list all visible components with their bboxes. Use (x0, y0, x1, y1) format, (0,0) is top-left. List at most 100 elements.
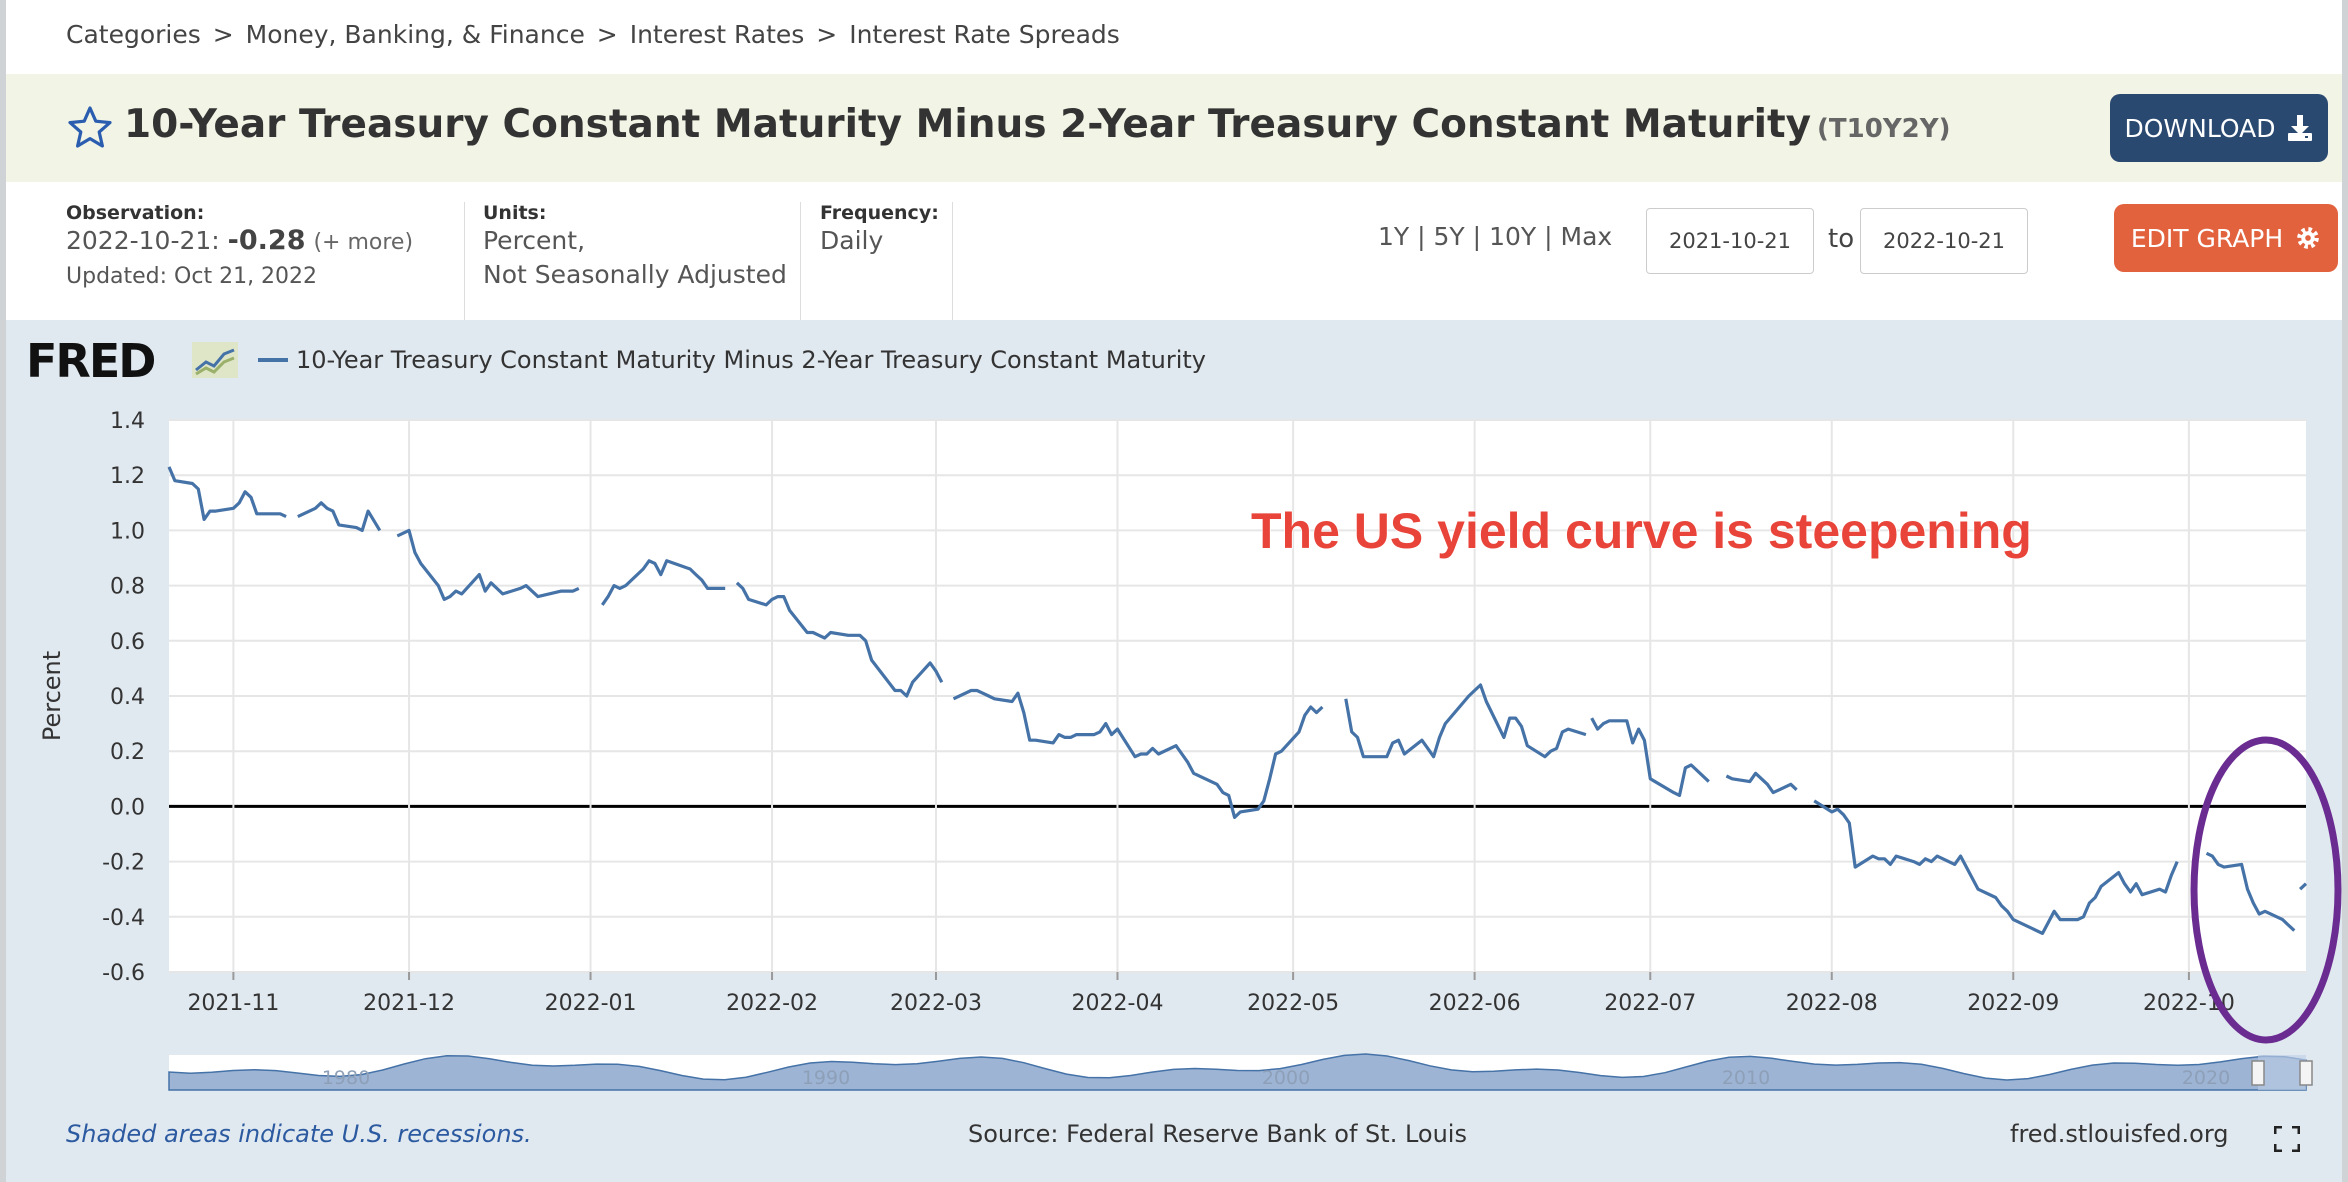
navigator-area (168, 1053, 2307, 1091)
range-1y-link[interactable]: 1Y (1378, 222, 1410, 251)
breadcrumb-item-spreads[interactable]: Interest Rate Spreads (849, 20, 1120, 49)
graph-area: FRED 10-Year Treasury Constant Maturity … (6, 320, 2342, 1182)
series-line-segment (2299, 882, 2308, 891)
y-tick-label: 0.2 (110, 740, 145, 765)
series-metadata: Observation: 2022-10-21: -0.28 (+ more) … (6, 182, 2342, 320)
x-tick-label: 2021-11 (187, 991, 279, 1016)
navigator-handle[interactable] (2299, 1060, 2313, 1086)
series-id: (T10Y2Y) (1817, 114, 1951, 144)
series-line-segment (167, 466, 287, 521)
date-from-input[interactable]: 2021-10-21 (1646, 208, 1814, 274)
source-note: Source: Federal Reserve Bank of St. Loui… (968, 1120, 1467, 1148)
series-line-segment (1344, 683, 1587, 759)
breadcrumb-separator: > (816, 20, 838, 49)
x-tick-label: 2022-09 (1967, 991, 2059, 1016)
navigator-selection[interactable] (2258, 1055, 2306, 1090)
breadcrumb-separator: > (212, 20, 234, 49)
navigator-label: 2020 (2182, 1067, 2230, 1089)
fred-logo: FRED (26, 334, 156, 388)
divider (800, 202, 801, 320)
legend-swatch (258, 358, 288, 362)
series-line-segment (1590, 717, 1710, 797)
series-title-text: 10-Year Treasury Constant Maturity Minus… (124, 102, 1812, 147)
series-line-segment (952, 688, 1324, 819)
y-tick-label: 1.0 (110, 519, 145, 544)
frequency-block: Frequency: Daily (820, 202, 939, 258)
y-tick-label: 0.4 (110, 685, 145, 710)
edit-graph-button[interactable]: EDIT GRAPH (2114, 204, 2338, 272)
edit-graph-label: EDIT GRAPH (2130, 223, 2284, 253)
breadcrumb-item-money-banking[interactable]: Money, Banking, & Finance (245, 20, 585, 49)
navigator-label: 1980 (322, 1067, 370, 1089)
navigator-label: 1990 (802, 1067, 850, 1089)
series-line-segment (600, 559, 726, 606)
date-to-label: to (1828, 224, 1855, 254)
range-separator: | (1544, 222, 1553, 251)
y-tick-label: 0.8 (110, 575, 145, 600)
navigator-label: 2000 (1262, 1067, 1310, 1089)
range-max-link[interactable]: Max (1560, 222, 1613, 251)
x-tick-label: 2022-02 (726, 991, 818, 1016)
observation-line: 2022-10-21: -0.28 (+ more) (66, 224, 413, 260)
title-band: 10-Year Treasury Constant Maturity Minus… (6, 74, 2342, 182)
x-tick-label: 2022-01 (545, 991, 637, 1016)
gear-icon (2297, 227, 2320, 249)
range-separator: | (1417, 222, 1426, 251)
range-links: 1Y | 5Y | 10Y | Max (1378, 222, 1612, 251)
y-tick-label: -0.6 (102, 961, 145, 986)
breadcrumb-item-categories[interactable]: Categories (66, 20, 201, 49)
divider (464, 202, 465, 320)
download-icon (2288, 115, 2313, 141)
fred-chart-icon (192, 342, 238, 378)
page-title: 10-Year Treasury Constant Maturity Minus… (124, 102, 1950, 147)
observation-date: 2022-10-21: (66, 226, 220, 255)
updated-date: Updated: Oct 21, 2022 (66, 264, 318, 289)
series-line-segment (396, 528, 580, 601)
download-label: DOWNLOAD (2124, 113, 2276, 143)
chart[interactable]: 1.4 1.2 1.0 0.8 0.6 0.4 0.2 0.0 -0.2 -0.4 -0.6 2021… (6, 320, 2342, 1100)
x-tick-label: 2021-12 (363, 991, 455, 1016)
window-frame-right (2342, 0, 2348, 1182)
recession-note: Shaded areas indicate U.S. recessions. (66, 1120, 532, 1148)
star-icon[interactable] (66, 104, 114, 152)
breadcrumb-item-interest-rates[interactable]: Interest Rates (629, 20, 805, 49)
annotation-text: The US yield curve is steepening (1251, 503, 2032, 559)
observation-more-link[interactable]: (+ more) (313, 230, 414, 255)
units-block: Units: Percent, Not Seasonally Adjusted (483, 202, 787, 292)
x-tick-label: 2022-05 (1247, 991, 1339, 1016)
series-line-segment (1813, 799, 2179, 936)
range-separator: | (1472, 222, 1482, 251)
frequency-heading: Frequency: (820, 202, 939, 224)
series-line-segment (297, 501, 382, 532)
units-line-1: Percent, (483, 226, 586, 255)
series-line-segment (2205, 851, 2296, 932)
window-frame-left (0, 0, 6, 1182)
series-line-segment (1725, 771, 1798, 795)
observation-heading: Observation: (66, 202, 205, 224)
navigator-label: 2010 (1722, 1067, 1770, 1089)
x-tick-label: 2022-03 (890, 991, 982, 1016)
fred-site-link[interactable]: fred.stlouisfed.org (2010, 1120, 2229, 1148)
fullscreen-icon[interactable] (2274, 1126, 2300, 1152)
breadcrumb-separator: > (596, 20, 618, 49)
divider (952, 202, 953, 320)
range-10y-link[interactable]: 10Y (1489, 222, 1537, 251)
observation-block: Observation: 2022-10-21: -0.28 (+ more) … (66, 202, 413, 294)
y-tick-label: 0.0 (110, 795, 145, 820)
breadcrumb: Categories > Money, Banking, & Finance >… (66, 20, 1124, 49)
y-axis-title: Percent (38, 651, 66, 741)
units-line-2: Not Seasonally Adjusted (483, 260, 787, 289)
x-tick-label: 2022-08 (1786, 991, 1878, 1016)
series-line-segment (735, 581, 944, 698)
y-tick-label: 1.4 (110, 409, 145, 434)
date-to-input[interactable]: 2022-10-21 (1860, 208, 2028, 274)
download-button[interactable]: DOWNLOAD (2110, 94, 2328, 162)
x-tick-label: 2022-06 (1429, 991, 1521, 1016)
y-tick-label: 0.6 (110, 630, 145, 655)
navigator-handle[interactable] (2251, 1060, 2265, 1086)
range-5y-link[interactable]: 5Y (1433, 222, 1465, 251)
y-tick-label: -0.2 (102, 851, 145, 876)
units-heading: Units: (483, 202, 547, 224)
y-tick-label: -0.4 (102, 906, 145, 931)
observation-value: -0.28 (227, 225, 306, 256)
